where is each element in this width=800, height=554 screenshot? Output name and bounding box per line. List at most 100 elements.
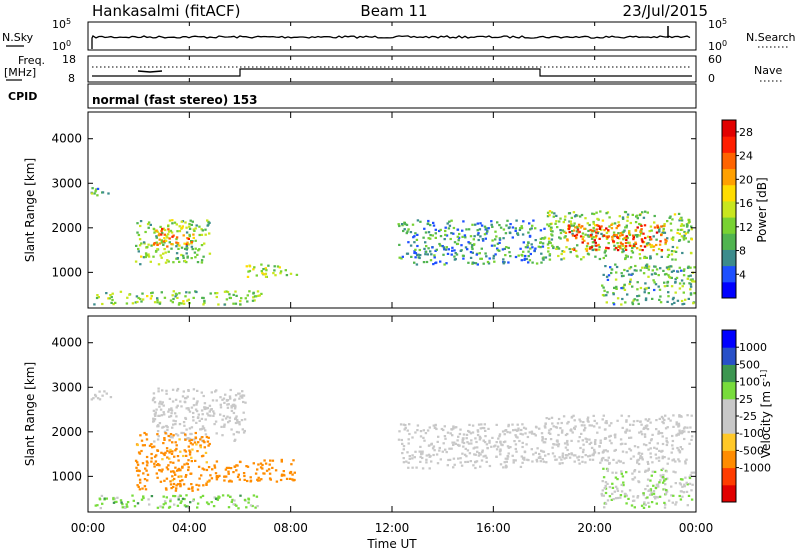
scatter-cell <box>254 506 257 509</box>
scatter-cell <box>563 442 567 445</box>
scatter-cell <box>207 502 210 505</box>
scatter-cell <box>648 230 651 233</box>
scatter-cell <box>469 235 473 238</box>
scatter-cell <box>474 461 477 464</box>
scatter-cell <box>650 491 653 494</box>
scatter-cell <box>611 486 615 489</box>
scatter-cell <box>143 444 146 447</box>
power-colorbar-swatch <box>722 168 736 186</box>
scatter-cell <box>622 481 625 484</box>
scatter-cell <box>445 262 448 265</box>
scatter-cell <box>648 243 652 246</box>
scatter-cell <box>398 256 401 259</box>
scatter-cell <box>636 247 639 250</box>
scatter-cell <box>200 259 204 262</box>
scatter-cell <box>208 410 211 413</box>
scatter-cell <box>596 224 599 227</box>
scatter-cell <box>479 257 482 260</box>
scatter-cell <box>485 460 488 463</box>
scatter-cell <box>413 235 416 238</box>
scatter-cell <box>644 256 648 259</box>
scatter-cell <box>546 215 550 218</box>
scatter-cell <box>633 476 637 479</box>
power-colorbar-swatch <box>722 233 736 250</box>
scatter-cell <box>429 250 432 253</box>
scatter-cell <box>238 421 241 424</box>
scatter-cell <box>158 402 161 405</box>
scatter-cell <box>646 484 649 487</box>
scatter-cell <box>413 456 416 459</box>
scatter-cell <box>419 455 422 459</box>
scatter-cell <box>205 461 208 464</box>
scatter-cell <box>139 224 142 228</box>
scatter-cell <box>511 226 515 229</box>
scatter-cell <box>608 225 611 228</box>
scatter-cell <box>478 435 482 438</box>
scatter-cell <box>572 229 576 232</box>
scatter-cell <box>449 432 452 435</box>
scatter-cell <box>145 254 148 257</box>
scatter-cell <box>182 454 185 458</box>
scatter-cell <box>268 472 272 475</box>
scatter-cell <box>206 412 209 415</box>
scatter-cell <box>566 422 569 425</box>
scatter-cell <box>499 449 502 452</box>
scatter-cell <box>186 247 189 250</box>
scatter-cell <box>477 423 481 426</box>
scatter-cell <box>439 228 442 231</box>
scatter-cell <box>213 496 216 499</box>
scatter-cell <box>677 422 681 425</box>
scatter-cell <box>233 398 237 401</box>
scatter-cell <box>224 417 228 420</box>
scatter-cell <box>140 439 144 442</box>
scatter-cell <box>662 269 665 272</box>
scatter-cell <box>689 283 693 286</box>
scatter-cell <box>163 500 167 503</box>
scatter-cell <box>654 495 658 499</box>
scatter-cell <box>152 392 156 395</box>
scatter-cell <box>646 211 649 214</box>
scatter-cell <box>547 247 550 250</box>
scatter-cell <box>188 235 191 238</box>
noise-right-tick-top: 105 <box>708 17 727 32</box>
scatter-cell <box>158 232 161 235</box>
scatter-cell <box>617 221 620 224</box>
scatter-cell <box>202 468 206 471</box>
scatter-cell <box>670 494 673 497</box>
scatter-cell <box>667 295 670 298</box>
scatter-cell <box>521 433 524 436</box>
scatter-cell <box>101 394 104 397</box>
scatter-cell <box>625 235 628 238</box>
scatter-cell <box>435 248 438 251</box>
scatter-cell <box>97 296 100 299</box>
scatter-cell <box>535 460 539 463</box>
scatter-cell <box>201 296 204 299</box>
scatter-cell <box>258 479 261 482</box>
scatter-cell <box>252 291 255 294</box>
scatter-cell <box>512 461 515 464</box>
scatter-cell <box>415 466 418 469</box>
scatter-cell <box>157 234 161 237</box>
scatter-cell <box>672 236 675 239</box>
scatter-cell <box>520 259 523 262</box>
scatter-cell <box>663 506 667 509</box>
scatter-cell <box>491 239 494 242</box>
scatter-cell <box>621 248 624 251</box>
scatter-cell <box>141 298 145 301</box>
power-colorbar-swatch <box>722 120 736 137</box>
scatter-cell <box>150 452 153 456</box>
scatter-cell <box>593 419 596 422</box>
scatter-cell <box>644 210 647 213</box>
scatter-cell <box>485 456 488 459</box>
scatter-cell <box>136 502 140 505</box>
scatter-cell <box>522 426 526 429</box>
scatter-cell <box>169 448 172 451</box>
scatter-cell <box>480 459 484 462</box>
scatter-cell <box>474 437 477 440</box>
scatter-cell <box>623 229 626 232</box>
scatter-cell <box>678 219 681 222</box>
scatter-cell <box>576 225 579 228</box>
scatter-cell <box>584 454 587 457</box>
scatter-cell <box>183 463 186 466</box>
